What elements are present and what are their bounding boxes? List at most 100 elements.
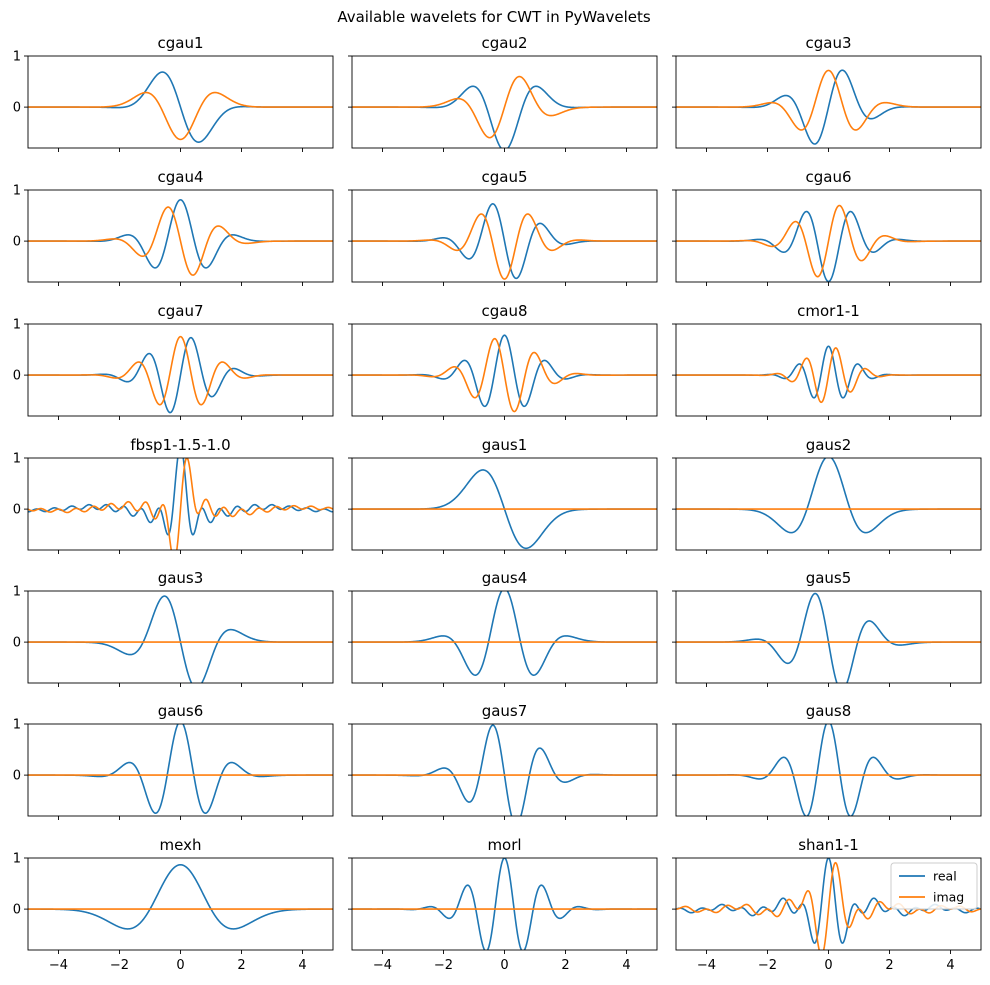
panel-title: gaus6 — [158, 702, 204, 720]
plot-area — [352, 724, 657, 816]
y-tick-label: 1 — [13, 184, 21, 199]
panel-gaus6: gaus6 0 1 — [13, 702, 334, 820]
plot-area — [28, 199, 333, 276]
series-imag-line — [28, 335, 333, 406]
series-imag-line — [28, 91, 333, 141]
series-imag-line — [352, 213, 657, 280]
panel-gaus7: gaus7 — [348, 702, 658, 820]
panel-title: gaus7 — [482, 702, 528, 720]
panel-title: gaus4 — [482, 569, 528, 587]
panel-title: shan1-1 — [798, 836, 859, 854]
panel-fbsp1-1.5-1.0: fbsp1-1.5-1.0 0 1 — [13, 436, 334, 554]
x-tick-label: −4 — [697, 958, 716, 973]
series-imag-line — [352, 337, 657, 413]
y-tick-label: 1 — [13, 585, 21, 600]
y-tick-label: 0 — [13, 903, 21, 918]
series-imag-line — [28, 206, 333, 276]
y-tick-label: 0 — [13, 636, 21, 651]
x-tick-label: −2 — [758, 958, 777, 973]
panel-title: cgau1 — [157, 34, 203, 52]
y-tick-label: 1 — [13, 50, 21, 65]
x-tick-label: 4 — [622, 958, 630, 973]
series-imag-line — [28, 458, 333, 550]
panel-gaus5: gaus5 — [672, 569, 982, 687]
plot-area — [28, 724, 333, 814]
y-tick-label: 1 — [13, 718, 21, 733]
x-tick-label: −4 — [49, 958, 68, 973]
panel-title: cgau6 — [805, 168, 851, 186]
plot-area — [352, 75, 657, 148]
panel-gaus2: gaus2 — [672, 436, 982, 554]
plot-area — [676, 724, 981, 816]
plot-area — [28, 335, 333, 414]
panel-title: morl — [487, 836, 521, 854]
plot-area — [676, 345, 981, 404]
y-tick-label: 0 — [13, 101, 21, 116]
panels-grid: cgau1 0 1 cgau2 cgau3 cgau4 0 1 cgau5 cgau6 cgau7 0… — [13, 34, 982, 973]
panel-title: cgau5 — [481, 168, 527, 186]
panel-cgau6: cgau6 — [672, 168, 982, 286]
panel-cgau4: cgau4 0 1 — [13, 168, 334, 286]
plot-area — [676, 69, 981, 145]
plot-area — [676, 204, 981, 282]
panel-cgau5: cgau5 — [348, 168, 658, 286]
figure-title: Available wavelets for CWT in PyWavelets — [337, 8, 651, 26]
plot-area — [28, 458, 333, 550]
series-real-line — [28, 863, 333, 930]
legend: real imag — [890, 862, 978, 910]
y-tick-label: 1 — [13, 452, 21, 467]
series-imag-line — [352, 75, 657, 139]
y-tick-label: 1 — [13, 318, 21, 333]
panel-cmor1-1: cmor1-1 — [672, 302, 982, 420]
panel-title: mexh — [160, 836, 202, 854]
panel-title: cgau2 — [481, 34, 527, 52]
plot-area — [352, 203, 657, 280]
x-tick-label: −4 — [373, 958, 392, 973]
panel-title: cgau8 — [481, 302, 527, 320]
panel-mexh: mexh −4 −2 0 2 4 0 1 — [13, 836, 334, 973]
plot-area — [352, 858, 657, 950]
panel-cgau7: cgau7 0 1 — [13, 302, 334, 420]
panel-title: cmor1-1 — [797, 302, 860, 320]
x-tick-label: 4 — [298, 958, 306, 973]
plot-area — [352, 334, 657, 413]
series-imag-line — [676, 69, 981, 131]
y-tick-label: 0 — [13, 503, 21, 518]
series-imag-line — [676, 204, 981, 278]
x-tick-label: 0 — [824, 958, 832, 973]
panel-gaus4: gaus4 — [348, 569, 658, 687]
x-tick-label: 2 — [561, 958, 569, 973]
panel-shan1-1: shan1-1 −4 −2 0 2 4 real imag — [672, 836, 982, 973]
panel-gaus8: gaus8 — [672, 702, 982, 820]
x-tick-label: 4 — [946, 958, 954, 973]
x-tick-label: 2 — [885, 958, 893, 973]
y-tick-label: 0 — [13, 369, 21, 384]
panel-title: fbsp1-1.5-1.0 — [130, 436, 230, 454]
x-tick-label: 0 — [500, 958, 508, 973]
panel-title: gaus8 — [806, 702, 852, 720]
panel-title: gaus5 — [806, 569, 852, 587]
y-tick-label: 0 — [13, 769, 21, 784]
panel-title: gaus3 — [158, 569, 204, 587]
x-tick-label: 2 — [237, 958, 245, 973]
x-tick-label: −2 — [434, 958, 453, 973]
series-imag-line — [676, 347, 981, 404]
panel-cgau3: cgau3 — [672, 34, 982, 152]
legend-label-real: real — [933, 869, 957, 884]
panel-title: cgau7 — [157, 302, 203, 320]
legend-label-imag: imag — [933, 890, 964, 905]
panel-cgau1: cgau1 0 1 — [13, 34, 334, 152]
panel-cgau8: cgau8 — [348, 302, 658, 420]
plot-area — [28, 595, 333, 683]
plot-area — [676, 458, 981, 534]
plot-area — [352, 591, 657, 676]
series-imag-line — [676, 861, 981, 950]
panel-title: gaus1 — [482, 436, 528, 454]
panel-morl: morl −4 −2 0 2 4 — [348, 836, 658, 973]
panel-title: gaus2 — [806, 436, 852, 454]
panel-gaus3: gaus3 0 1 — [13, 569, 334, 687]
x-tick-label: −2 — [110, 958, 129, 973]
panel-title: cgau3 — [805, 34, 851, 52]
